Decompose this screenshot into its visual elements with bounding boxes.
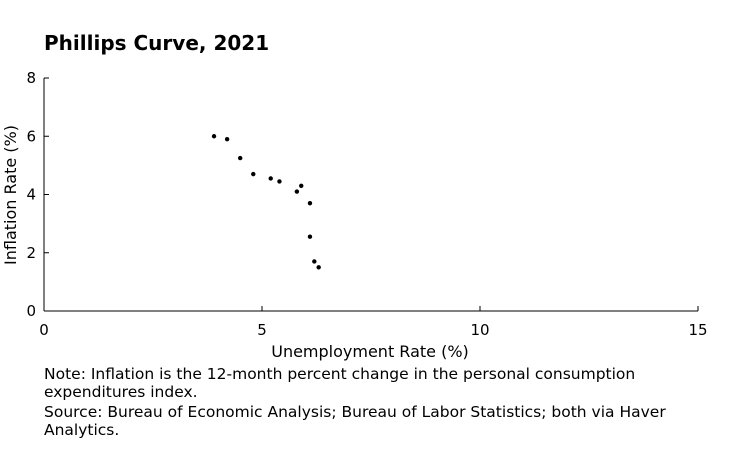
data-point bbox=[294, 189, 300, 194]
y-tick-label: 8 bbox=[26, 69, 36, 87]
x-tick-label: 0 bbox=[39, 321, 49, 339]
y-tick-label: 6 bbox=[26, 127, 36, 145]
data-point bbox=[277, 179, 282, 184]
data-point bbox=[211, 134, 217, 139]
y-axis-label: Inflation Rate (%) bbox=[1, 125, 20, 265]
y-tick-label: 0 bbox=[26, 302, 36, 320]
data-point bbox=[268, 176, 273, 181]
data-point bbox=[312, 259, 317, 264]
x-tick-label: 10 bbox=[470, 321, 489, 339]
data-point bbox=[299, 183, 304, 188]
data-point bbox=[307, 234, 313, 239]
data-point bbox=[224, 136, 230, 142]
data-point bbox=[238, 155, 243, 161]
chart-title: Phillips Curve, 2021 bbox=[44, 31, 270, 55]
chart-source: Source: Bureau of Economic Analysis; Bur… bbox=[44, 403, 666, 439]
y-tick-label: 2 bbox=[26, 244, 36, 262]
data-point bbox=[307, 201, 313, 206]
data-point bbox=[316, 265, 321, 270]
x-axis-label: Unemployment Rate (%) bbox=[271, 342, 469, 361]
y-tick-label: 4 bbox=[26, 186, 36, 204]
data-point bbox=[251, 171, 256, 177]
x-tick-label: 5 bbox=[257, 321, 267, 339]
chart-note: Note: Inflation is the 12-month percent … bbox=[44, 365, 636, 401]
x-tick-label: 15 bbox=[688, 321, 707, 339]
